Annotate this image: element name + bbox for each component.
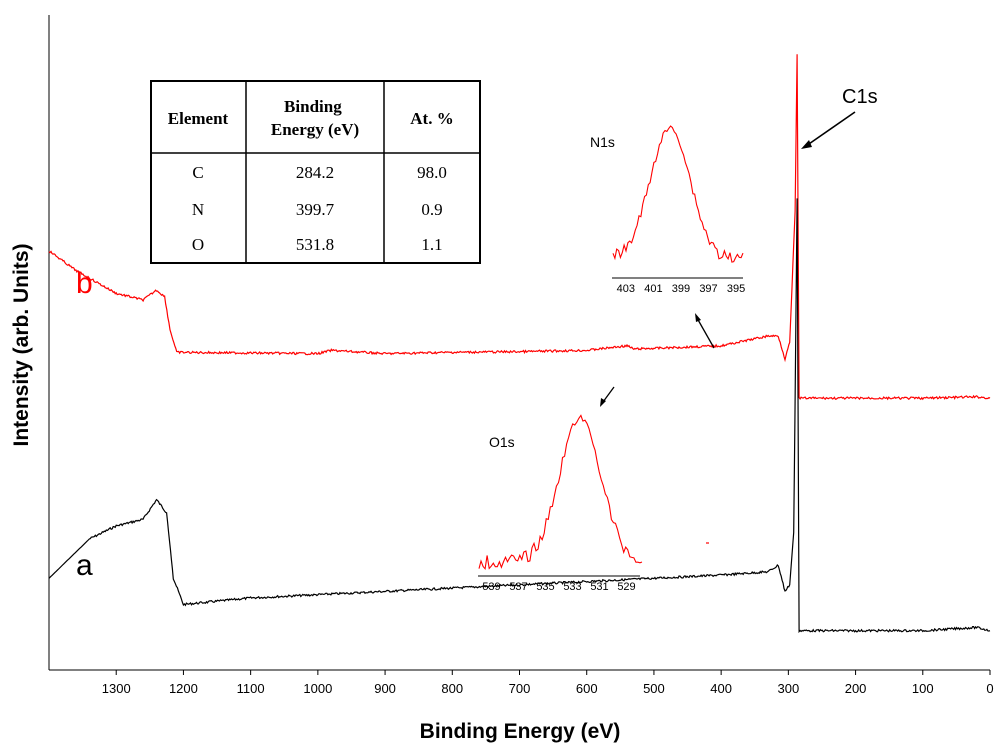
table-cell: O (192, 235, 204, 254)
table-border (150, 80, 481, 264)
x-axis-ticks: 1300 1200 1100 1000 900 800 700 600 500 400 300 200… (102, 670, 994, 696)
o1s-inset-ticks: 539 537 535 533 531 529 (482, 581, 635, 593)
inset-tick-label: 401 (644, 283, 662, 295)
x-tick-label: 800 (441, 681, 463, 696)
x-tick-label: 100 (912, 681, 934, 696)
table-cell: N (192, 200, 204, 219)
c1s-arrowhead (801, 140, 812, 149)
n1s-inset-curve (612, 125, 744, 263)
x-tick-label: 500 (643, 681, 665, 696)
x-tick-label: 300 (778, 681, 800, 696)
x-tick-label: 600 (576, 681, 598, 696)
series-line-b (48, 54, 991, 401)
n1s-inset-label: N1s (590, 134, 615, 150)
inset-tick-label: 535 (536, 581, 554, 593)
inset-tick-label: 529 (617, 581, 635, 593)
table-cell: 98.0 (417, 163, 447, 182)
x-tick-label: 400 (710, 681, 732, 696)
composition-table: Element Binding Energy (eV) At. % C 284.… (150, 80, 481, 264)
inset-tick-label: 399 (672, 283, 690, 295)
n1s-arrowhead (695, 313, 701, 322)
inset-tick-label: 533 (563, 581, 581, 593)
x-axis-title: Binding Energy (eV) (420, 720, 621, 743)
o1s-inset-label: O1s (489, 434, 515, 450)
table-header-element: Element (168, 109, 229, 128)
n1s-arrow (696, 317, 715, 349)
table-cell: 531.8 (296, 235, 334, 254)
series-line-a (48, 198, 991, 634)
table-cell: C (192, 163, 203, 182)
o1s-inset: O1s 539 537 535 533 531 529 (478, 414, 643, 593)
inset-tick-label: 537 (509, 581, 527, 593)
x-tick-label: 1300 (102, 681, 131, 696)
table-cell: 284.2 (296, 163, 334, 182)
table-cell: 399.7 (296, 200, 335, 219)
inset-tick-label: 539 (482, 581, 500, 593)
inset-tick-label: 403 (617, 283, 635, 295)
x-tick-label: 1100 (237, 681, 265, 696)
c1s-annotation: C1s (842, 86, 878, 108)
y-axis-title: Intensity (arb. Units) (10, 243, 33, 446)
x-tick-label: 1000 (303, 681, 332, 696)
x-tick-label: 200 (845, 681, 867, 696)
x-tick-label: 0 (986, 681, 993, 696)
table-cell: 1.1 (421, 235, 442, 254)
table-header-binding-energy: Binding Energy (eV) (271, 97, 359, 139)
x-tick-label: 700 (509, 681, 531, 696)
n1s-inset-ticks: 403 401 399 397 395 (617, 283, 746, 295)
x-tick-label: 900 (374, 681, 396, 696)
o1s-arrow (602, 386, 615, 403)
inset-tick-label: 531 (590, 581, 608, 593)
series-label-a: a (76, 549, 93, 582)
x-tick-label: 1200 (169, 681, 198, 696)
inset-tick-label: 397 (699, 283, 717, 295)
o1s-arrowhead (600, 398, 606, 407)
o1s-inset-curve (478, 414, 643, 571)
n1s-inset: N1s 403 401 399 397 395 (590, 125, 746, 295)
table-header-at-percent: At. % (410, 109, 453, 128)
c1s-arrow (805, 111, 856, 147)
series-label-b: b (76, 267, 93, 300)
table-cell: 0.9 (421, 200, 442, 219)
inset-tick-label: 395 (727, 283, 745, 295)
